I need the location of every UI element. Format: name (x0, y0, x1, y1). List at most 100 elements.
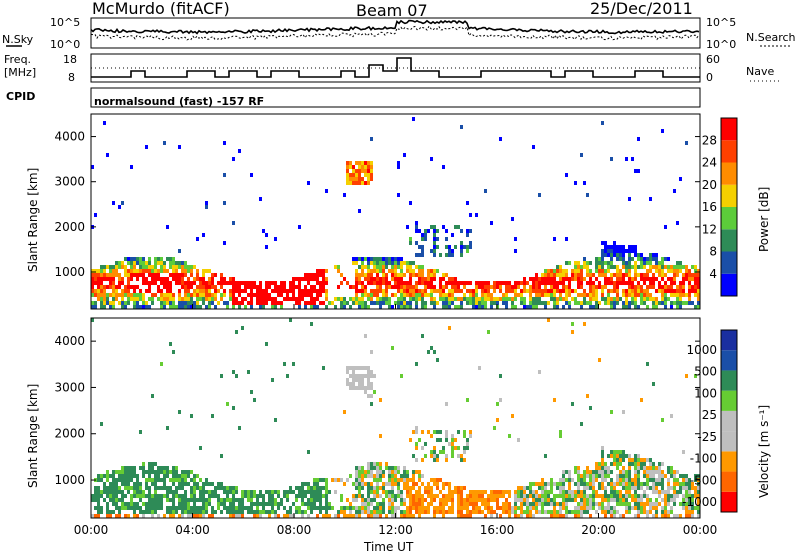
power-heatmap-cell (184, 293, 187, 297)
velocity-heatmap-cell (664, 514, 667, 518)
velocity-heatmap-cell (616, 474, 619, 478)
power-heatmap-cell (397, 165, 400, 169)
velocity-heatmap-cell (268, 490, 271, 494)
power-heatmap-cell (679, 261, 682, 265)
power-heatmap-cell (352, 261, 355, 265)
velocity-heatmap-cell (148, 498, 151, 502)
velocity-heatmap-cell (355, 510, 358, 514)
power-heatmap-cell (628, 253, 631, 257)
power-heatmap-cell (574, 265, 577, 269)
power-heatmap-cell (601, 261, 604, 265)
power-heatmap-cell (634, 293, 637, 297)
power-heatmap-cell (628, 249, 631, 253)
velocity-heatmap-cell (145, 506, 148, 510)
power-heatmap-cells (91, 117, 700, 309)
power-heatmap-cell (244, 289, 247, 293)
power-heatmap-cell (484, 301, 487, 305)
power-heatmap-cell (505, 301, 508, 305)
power-heatmap-cell (463, 281, 466, 285)
power-heatmap-cell (433, 225, 436, 229)
velocity-heatmap-cell (343, 506, 346, 510)
power-heatmap-cell (499, 281, 502, 285)
power-heatmap-cell (193, 305, 196, 309)
power-heatmap-cell (526, 305, 529, 309)
power-heatmap-cell (679, 297, 682, 301)
velocity-heatmap-cell (451, 502, 454, 506)
velocity-heatmap-cell (250, 390, 253, 394)
power-heatmap-cell (289, 281, 292, 285)
power-heatmap-cell (313, 305, 316, 309)
power-heatmap-cell (574, 297, 577, 301)
power-heatmap-cell (640, 301, 643, 305)
velocity-heatmap-cell (328, 490, 331, 494)
power-heatmap-cell (466, 201, 469, 205)
power-heatmap-cell (415, 289, 418, 293)
velocity-heatmap-cell (589, 470, 592, 474)
power-heatmap-cell (133, 273, 136, 277)
power-heatmap-cell (268, 293, 271, 297)
velocity-heatmap-cell (529, 506, 532, 510)
power-heatmap-cell (574, 277, 577, 281)
power-heatmap-cell (232, 297, 235, 301)
power-heatmap-cell (271, 289, 274, 293)
power-heatmap-cell (313, 273, 316, 277)
power-heatmap-cell (409, 285, 412, 289)
power-heatmap-cell (577, 301, 580, 305)
velocity-heatmap-cell (550, 498, 553, 502)
power-heatmap-cell (601, 269, 604, 273)
power-heatmap-cell (532, 297, 535, 301)
velocity-heatmap-cell (583, 510, 586, 514)
power-heatmap-cell (433, 253, 436, 257)
power-heatmap-cell (346, 281, 349, 285)
power-heatmap-cell (424, 233, 427, 237)
power-heatmap-cell (634, 277, 637, 281)
power-heatmap-cell (637, 253, 640, 257)
power-heatmap-cell (694, 305, 697, 309)
velocity-heatmap-cell (628, 502, 631, 506)
power-heatmap-cell (580, 265, 583, 269)
velocity-heatmap-cell (205, 502, 208, 506)
power-heatmap-cell (94, 281, 97, 285)
power-heatmap-cell (118, 293, 121, 297)
power-heatmap-cell (670, 285, 673, 289)
power-heatmap-cell (364, 301, 367, 305)
power-heatmap-cell (661, 301, 664, 305)
power-heatmap-cell (643, 257, 646, 261)
power-heatmap-cell (610, 289, 613, 293)
velocity-heatmap-cell (583, 478, 586, 482)
velocity-heatmap-cell (133, 494, 136, 498)
power-heatmap-cell (403, 153, 406, 157)
velocity-heatmap-cell (307, 514, 310, 518)
velocity-heatmap-cell (343, 510, 346, 514)
velocity-heatmap-cell (436, 438, 439, 442)
power-heatmap-cell (304, 293, 307, 297)
power-heatmap-cell (514, 237, 517, 241)
power-heatmap-cell (616, 257, 619, 261)
velocity-heatmap-cell (352, 386, 355, 390)
power-heatmap-cell (349, 177, 352, 181)
velocity-heatmap-cell (139, 506, 142, 510)
power-heatmap-cell (676, 305, 679, 309)
velocity-heatmap-cell (460, 486, 463, 490)
power-heatmap-cell (304, 301, 307, 305)
power-heatmap-cell (571, 269, 574, 273)
velocity-heatmap-cell (682, 498, 685, 502)
cpid-label: CPID (6, 90, 36, 103)
velocity-heatmap-cell (553, 498, 556, 502)
velocity-heatmap-cell (184, 498, 187, 502)
power-heatmap-cell (631, 281, 634, 285)
power-heatmap-cell (187, 289, 190, 293)
power-heatmap-cell (427, 281, 430, 285)
power-heatmap-cell (562, 305, 565, 309)
power-heatmap-cell (148, 261, 151, 265)
velocity-heatmap-cell (418, 474, 421, 478)
power-heatmap-cell (634, 285, 637, 289)
velocity-heatmap-cell (178, 498, 181, 502)
velocity-heatmap-cell (100, 490, 103, 494)
velocity-heatmap-cell (628, 506, 631, 510)
power-heatmap-cell (652, 257, 655, 261)
velocity-heatmap-cell (121, 466, 124, 470)
velocity-heatmap-cell (262, 510, 265, 514)
velocity-heatmap-cell (196, 514, 199, 518)
velocity-heatmap-cell (175, 466, 178, 470)
